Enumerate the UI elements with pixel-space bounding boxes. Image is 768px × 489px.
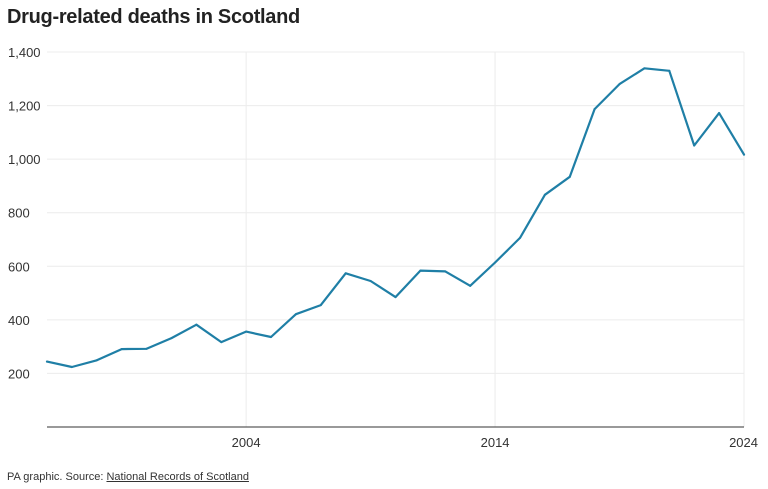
y-tick-label: 400: [8, 313, 30, 328]
y-tick-label: 1,000: [8, 152, 41, 167]
data-point: [643, 67, 646, 70]
data-point: [195, 323, 198, 326]
data-point: [444, 270, 447, 273]
data-point: [494, 261, 497, 264]
data-point: [593, 108, 596, 111]
data-point: [419, 269, 422, 272]
data-point: [220, 341, 223, 344]
chart-title: Drug-related deaths in Scotland: [7, 6, 300, 28]
y-tick-label: 1,200: [8, 99, 41, 114]
series-group: [45, 67, 746, 369]
data-point: [270, 336, 273, 338]
y-tick-label: 600: [8, 259, 30, 274]
data-point: [718, 112, 721, 115]
data-point: [568, 175, 571, 178]
line-chart: 200 400 600 800 1,000 1,200 1,400 2004 2014 2024: [8, 45, 758, 450]
data-point: [170, 337, 173, 340]
data-point: [518, 236, 521, 239]
data-point: [743, 153, 745, 156]
data-point: [95, 359, 98, 362]
x-tick-label: 2024: [729, 435, 758, 450]
data-point: [319, 304, 322, 307]
source-prefix: PA graphic. Source:: [7, 471, 107, 483]
x-axis-tick-labels: 2004 2014 2024: [232, 435, 758, 450]
data-point: [145, 347, 148, 350]
x-tick-label: 2014: [481, 435, 510, 450]
data-point: [668, 69, 671, 72]
y-tick-label: 1,400: [8, 45, 41, 60]
data-point: [294, 313, 297, 316]
data-point: [618, 83, 621, 86]
y-axis-tick-labels: 200 400 600 800 1,000 1,200 1,400: [8, 45, 41, 381]
source-note: PA graphic. Source: National Records of …: [7, 471, 249, 483]
data-point: [120, 348, 123, 351]
data-point: [245, 330, 248, 333]
data-point: [469, 284, 472, 287]
data-point: [70, 366, 73, 368]
data-point: [693, 144, 696, 147]
x-tick-label: 2004: [232, 435, 261, 450]
data-point: [344, 272, 347, 275]
data-point: [394, 296, 397, 299]
y-tick-label: 800: [8, 206, 30, 221]
data-point: [543, 193, 546, 196]
data-point: [46, 360, 48, 363]
data-point: [369, 280, 372, 283]
source-link[interactable]: National Records of Scotland: [106, 471, 249, 483]
grid-lines: [47, 51, 745, 427]
y-tick-label: 200: [8, 366, 30, 381]
series-line: [45, 67, 746, 369]
